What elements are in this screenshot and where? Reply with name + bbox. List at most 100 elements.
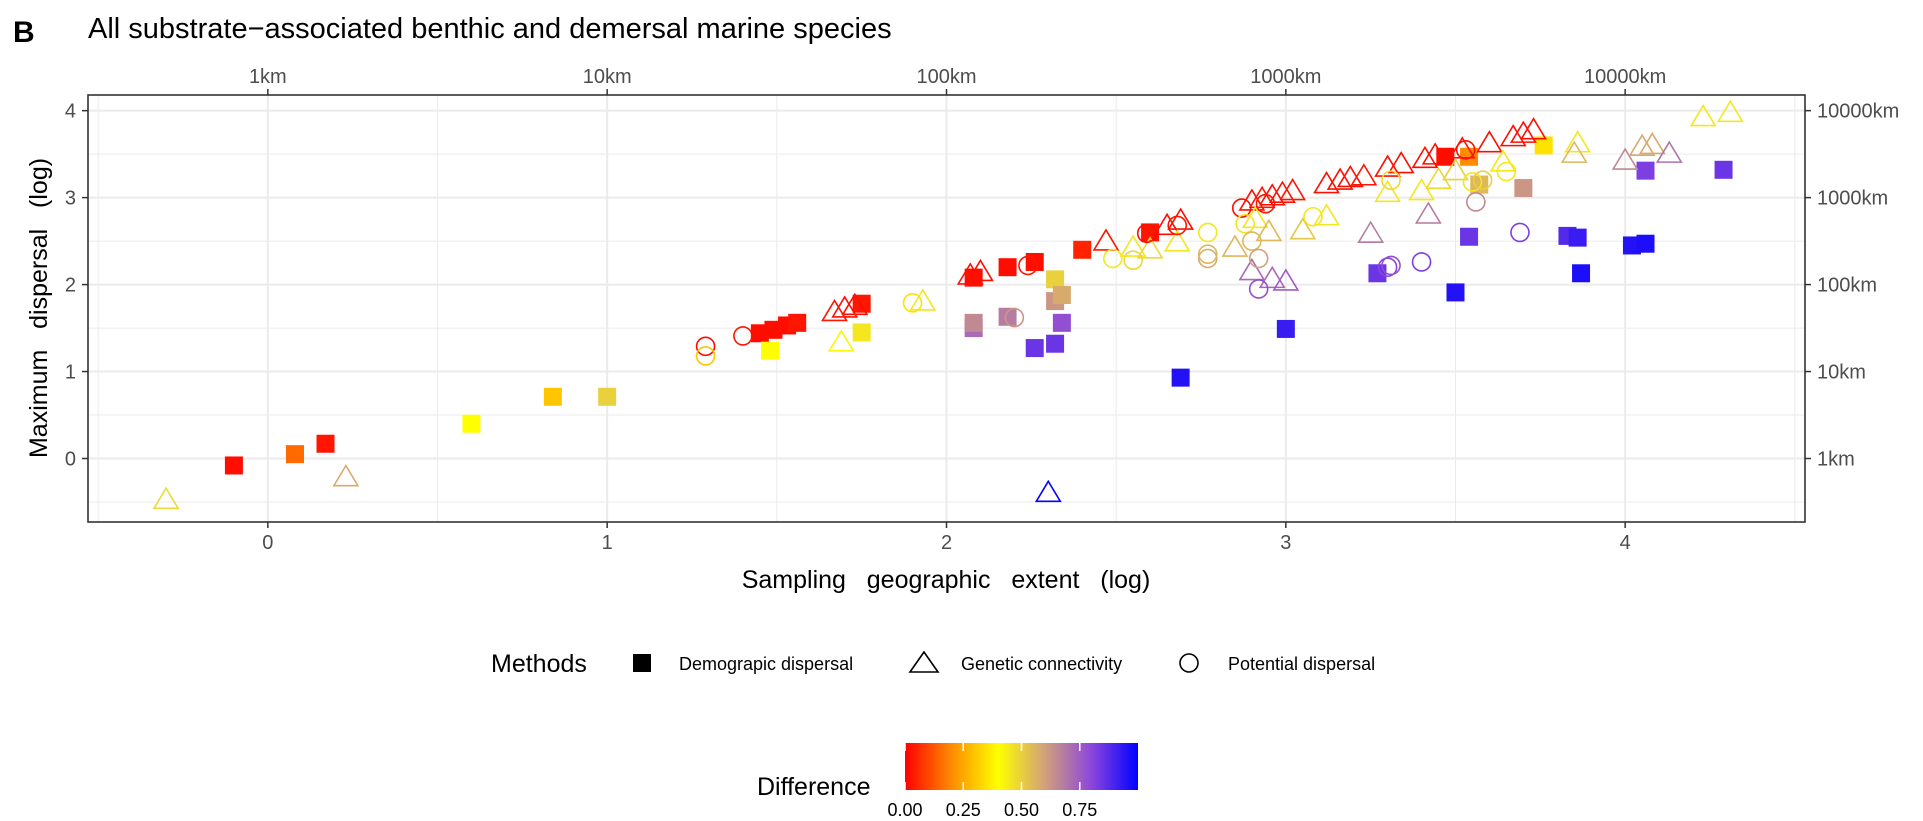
genetic-point [1421, 142, 1449, 165]
genetic-point [1408, 177, 1435, 201]
genetic-point [1442, 157, 1469, 181]
colorbar-tick-label: 0.25 [946, 800, 981, 820]
potential-point [1197, 248, 1218, 269]
colorbar-tick-label: 0.75 [1062, 800, 1097, 820]
genetic-point [1520, 117, 1547, 140]
genetic-point [1560, 140, 1588, 163]
demographic-point [788, 313, 807, 332]
demographic-point [285, 445, 304, 464]
demographic-point [462, 414, 481, 433]
potential-point [1455, 139, 1476, 160]
colorbar-tick-label: 0.00 [887, 800, 922, 820]
demographic-point [1171, 368, 1190, 387]
x-tick-label: 1 [602, 532, 613, 554]
demographic-point [1073, 240, 1092, 259]
potential-point [902, 293, 923, 313]
genetic-point [1655, 140, 1683, 163]
potential-point [1411, 252, 1432, 272]
genetic-point [1119, 234, 1147, 257]
axis-ticks: 0 1 2 3 4 1km 10km 100km 1000km 10000km 0 1 2 3 4 1km 10… [65, 66, 1899, 554]
demographic-point [1514, 179, 1533, 198]
potential-point [1242, 231, 1262, 251]
colorbar-tick-label: 0.50 [1004, 800, 1039, 820]
y-tick-label: 3 [65, 188, 76, 210]
potential-point [1197, 222, 1218, 243]
demographic-point [1534, 136, 1553, 155]
genetic-point [1628, 133, 1656, 156]
genetic-point [1279, 177, 1307, 201]
x-tick-label: 3 [1280, 532, 1291, 554]
x-top-tick-label: 10km [583, 66, 632, 88]
demographic-point [224, 456, 243, 475]
genetic-point [1357, 220, 1385, 243]
genetic-point [1241, 205, 1269, 229]
potential-point [1303, 206, 1323, 227]
potential-point [695, 336, 716, 357]
genetic-point [1289, 217, 1317, 240]
potential-point [1248, 248, 1269, 269]
genetic-point [1414, 201, 1442, 224]
genetic-point [1716, 99, 1744, 123]
y-tick-label: 4 [65, 101, 76, 123]
genetic-point [1136, 236, 1164, 259]
potential-point [1004, 307, 1025, 328]
y-tick-label: 1 [65, 362, 76, 384]
demographic-point [1622, 236, 1641, 255]
genetic-point [1476, 130, 1503, 153]
potential-point [695, 346, 716, 366]
potential-point [1496, 161, 1517, 182]
difference-legend-title: Difference [757, 773, 871, 801]
genetic-point [1272, 268, 1300, 291]
potential-point [1462, 172, 1483, 192]
potential-point [1123, 250, 1143, 271]
genetic-point [1167, 207, 1195, 230]
y-right-tick-label: 10000km [1817, 101, 1899, 123]
demographic-point [1460, 227, 1479, 246]
demographic-point [750, 324, 769, 343]
x-axis-title: Sampling geographic extent (log) [742, 566, 1151, 594]
y-right-tick-label: 100km [1817, 275, 1877, 297]
demographic-point [1636, 234, 1655, 253]
demographic-point [1714, 160, 1733, 179]
panel-letter: B [13, 16, 35, 49]
genetic-point [956, 262, 984, 285]
genetic-point [1350, 163, 1378, 186]
genetic-point [1238, 257, 1266, 281]
genetic-point [1034, 479, 1062, 503]
genetic-point [1255, 218, 1283, 242]
y-tick-label: 2 [65, 275, 76, 297]
legend-label-genetic: Genetic connectivity [961, 654, 1122, 674]
y-right-tick-label: 1km [1817, 449, 1855, 471]
genetic-point [332, 464, 360, 487]
potential-point [1466, 192, 1486, 212]
demographic-point [543, 387, 562, 406]
genetic-point [1387, 151, 1415, 174]
potential-point [1381, 255, 1401, 276]
difference-legend: Difference 0.00 0.25 0.50 0.75 [757, 743, 1138, 820]
chart-title: All substrate−associated benthic and dem… [88, 13, 892, 45]
genetic-point [1411, 145, 1439, 169]
demographic-point [761, 341, 780, 360]
potential-point [1472, 170, 1493, 191]
y-right-tick-label: 10km [1817, 362, 1866, 384]
potential-point [1197, 244, 1218, 264]
demographic-point [1572, 264, 1591, 283]
genetic-point [821, 298, 848, 322]
genetic-point [1689, 104, 1717, 127]
x-top-tick-label: 1km [249, 66, 287, 88]
demographic-point [1025, 339, 1044, 358]
genetic-point [1638, 131, 1666, 155]
genetic-point [831, 295, 859, 318]
data-points [152, 99, 1744, 510]
y-right-tick-label: 1000km [1817, 188, 1888, 210]
x-tick-label: 0 [262, 532, 273, 554]
legend-label-potential: Potential dispersal [1228, 654, 1375, 674]
potential-point [1377, 257, 1398, 277]
genetic-point [1248, 185, 1276, 209]
y-tick-label: 0 [65, 449, 76, 471]
potential-point [1018, 255, 1038, 276]
square-legend-key-icon [633, 654, 651, 672]
demographic-point [1052, 313, 1071, 332]
genetic-point [1269, 180, 1296, 203]
